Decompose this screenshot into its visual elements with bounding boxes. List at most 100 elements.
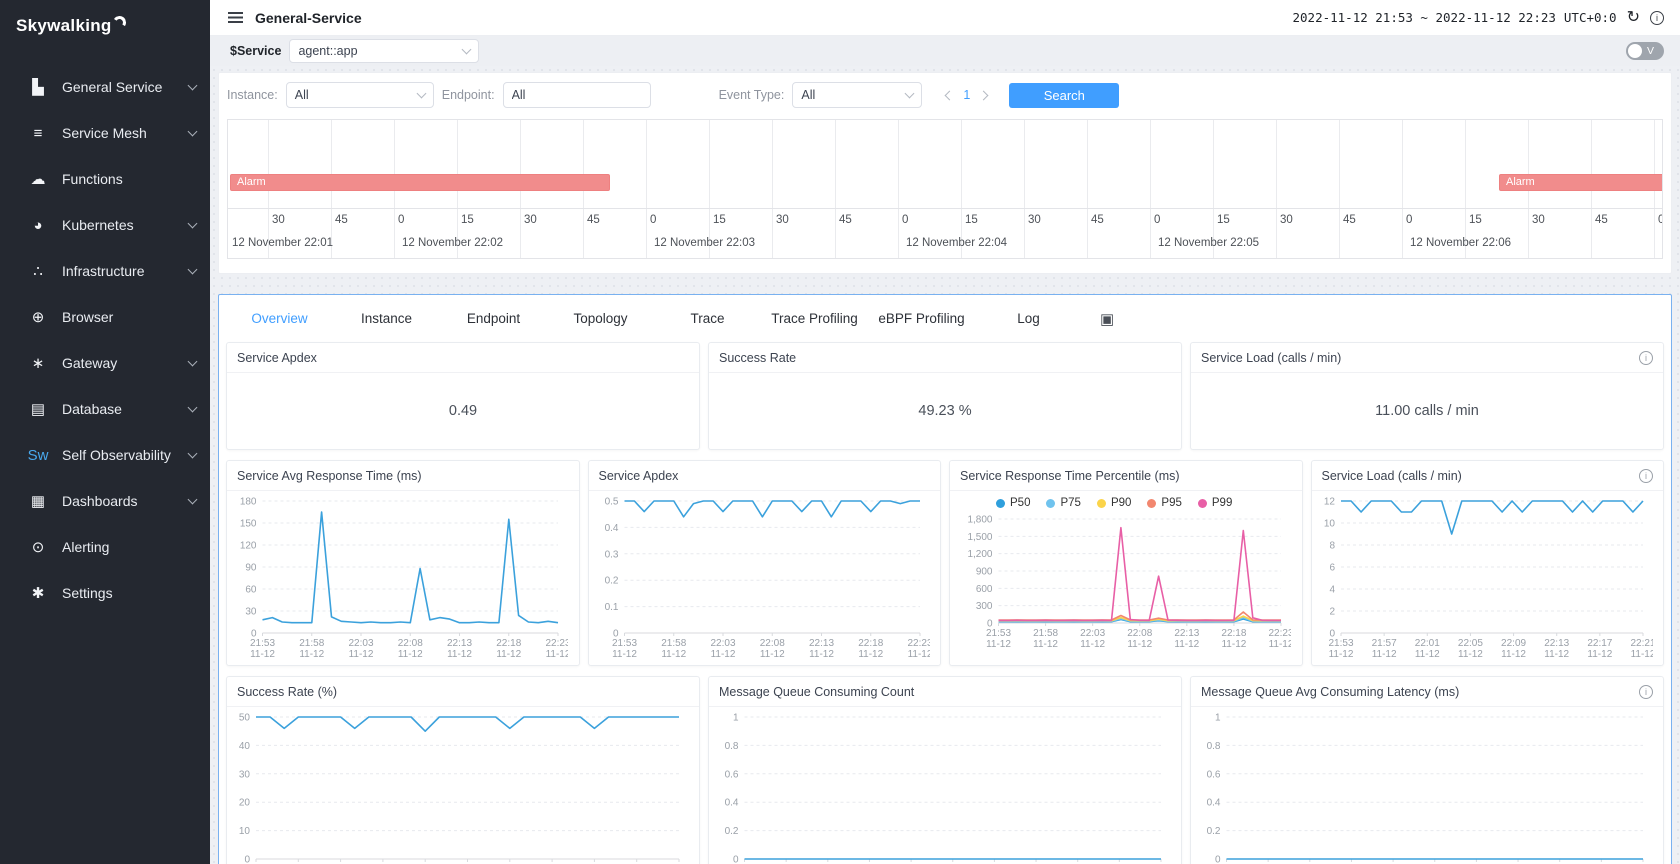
collapse-menu-icon[interactable] xyxy=(228,12,243,23)
svg-text:21:58: 21:58 xyxy=(299,638,324,649)
sidebar-item[interactable]: ⊙ Alerting xyxy=(0,524,210,570)
svg-text:180: 180 xyxy=(240,497,257,508)
service-select[interactable]: agent::app xyxy=(289,39,480,63)
legend-item[interactable]: P99 xyxy=(1197,497,1233,509)
sidebar-item[interactable]: Sw Self Observability xyxy=(0,432,210,478)
info-icon[interactable]: i xyxy=(1639,469,1653,483)
tab-topology[interactable]: Topology xyxy=(573,311,628,326)
filter-row: Instance: All Endpoint: Event Type: All … xyxy=(227,79,1663,111)
time-range[interactable]: 2022-11-12 21:53 ~ 2022-11-12 22:23 xyxy=(1292,10,1556,25)
svg-text:22:23: 22:23 xyxy=(1268,628,1291,639)
legend-label: P95 xyxy=(1161,497,1182,509)
service-label: $Service xyxy=(230,44,282,58)
svg-text:11-12: 11-12 xyxy=(398,649,423,660)
sidebar-item[interactable]: ∴ Infrastructure xyxy=(0,248,210,294)
sidebar-item-label: Dashboards xyxy=(62,493,138,509)
mq-avg-latency-chart[interactable]: 00.20.40.60.8121:5311-1221:5611-1221:591… xyxy=(1195,711,1653,864)
tab-overview[interactable]: Overview xyxy=(251,311,308,326)
event-timeline[interactable]: Alarm Alarm 30 45 0 15 30 45 0 15 30 45 0 15 30 45 0 15… xyxy=(227,119,1663,259)
timeline-minor-tick: 15 xyxy=(713,214,726,226)
svg-text:0.3: 0.3 xyxy=(604,549,618,560)
svg-text:22:09: 22:09 xyxy=(1501,638,1526,649)
next-page-icon[interactable] xyxy=(978,90,989,100)
svg-text:21:53: 21:53 xyxy=(250,638,275,649)
grid-icon: ▦ xyxy=(30,493,46,510)
service-load-chart[interactable]: 02468101221:5311-1221:5711-1222:0111-122… xyxy=(1316,495,1655,663)
info-icon[interactable]: i xyxy=(1650,10,1664,25)
layers-icon: ≡ xyxy=(33,124,43,142)
sidebar-item-label: Gateway xyxy=(62,355,118,371)
tab-instance[interactable]: Instance xyxy=(360,311,413,326)
tab-endpoint[interactable]: Endpoint xyxy=(466,311,521,326)
svg-text:600: 600 xyxy=(976,584,993,595)
service-apdex-chart[interactable]: 00.10.20.30.40.521:5311-1221:5811-1222:0… xyxy=(593,495,932,663)
charts-row-1: Service Avg Response Time (ms) 0 30 60 90 12… xyxy=(226,460,1664,666)
tab-trace-profiling[interactable]: Trace Profiling xyxy=(771,311,858,326)
sidebar-item[interactable]: ✱ Settings xyxy=(0,570,210,616)
timeline-minor-tick: 30 xyxy=(272,214,285,226)
nodes-icon: ∴ xyxy=(33,263,43,280)
svg-text:11-12: 11-12 xyxy=(1174,639,1199,650)
chart-card-response-time-percentile: Service Response Time Percentile (ms) P5… xyxy=(949,460,1303,666)
svg-text:21:58: 21:58 xyxy=(1033,628,1058,639)
tab-log[interactable]: Log xyxy=(1017,311,1040,326)
tab-trace[interactable]: Trace xyxy=(690,311,725,326)
svg-text:1: 1 xyxy=(733,713,739,724)
response-time-percentile-chart[interactable]: 03006009001,2001,5001,80021:5311-1221:58… xyxy=(954,513,1293,653)
sidebar-item[interactable]: ☁ Functions xyxy=(0,156,210,202)
sidebar-item[interactable]: ◕ Kubernetes xyxy=(0,202,210,248)
legend-item[interactable]: P50 xyxy=(996,497,1030,509)
pagination: 1 xyxy=(944,88,989,102)
alarm-event-bar[interactable]: Alarm xyxy=(1499,174,1662,191)
legend-item[interactable]: P75 xyxy=(1046,497,1081,509)
svg-text:11-12: 11-12 xyxy=(447,649,472,660)
search-button[interactable]: Search xyxy=(1009,82,1120,108)
view-toggle[interactable]: V xyxy=(1626,42,1664,60)
svg-text:1: 1 xyxy=(1215,713,1221,724)
legend-dot-icon xyxy=(1197,498,1207,508)
prev-page-icon[interactable] xyxy=(944,90,955,100)
mq-consuming-count-chart[interactable]: 00.20.40.60.8121:5311-1221:5611-1221:591… xyxy=(713,711,1171,864)
legend-item[interactable]: P90 xyxy=(1096,497,1131,509)
timeline-plot: Alarm Alarm xyxy=(228,120,1662,208)
svg-text:22:08: 22:08 xyxy=(1127,628,1152,639)
sidebar-item[interactable]: ▤ Database xyxy=(0,386,210,432)
timeline-minor-tick: 0 xyxy=(1154,214,1161,226)
sidebar-item[interactable]: ▙ General Service xyxy=(0,64,210,110)
avg-response-time-chart[interactable]: 030609012015018021:5311-1221:5811-1222:0… xyxy=(231,495,571,663)
tab-ebpf-profiling[interactable]: eBPF Profiling xyxy=(878,311,965,326)
sidebar-item[interactable]: ▦ Dashboards xyxy=(0,478,210,524)
sidebar-item[interactable]: ∗ Gateway xyxy=(0,340,210,386)
legend-item[interactable]: P95 xyxy=(1147,497,1182,509)
timeline-minor-tick: 45 xyxy=(335,214,348,226)
svg-text:11-12: 11-12 xyxy=(907,649,929,660)
instance-select[interactable]: All xyxy=(285,82,434,108)
endpoint-input[interactable] xyxy=(502,82,651,108)
svg-text:0: 0 xyxy=(251,629,257,640)
svg-text:20: 20 xyxy=(239,798,251,809)
card-title: Message Queue Consuming Count xyxy=(719,685,915,699)
event-type-select[interactable]: All xyxy=(792,82,923,108)
svg-text:30: 30 xyxy=(239,769,251,780)
sidebar-item[interactable]: ≡ Service Mesh xyxy=(0,110,210,156)
svg-text:11-12: 11-12 xyxy=(1328,649,1353,660)
legend-label: P99 xyxy=(1211,497,1233,509)
success-rate-chart[interactable]: 0102030405021:5311-1221:5611-1221:5911-1… xyxy=(231,711,689,864)
cloud-icon: ☁ xyxy=(30,171,46,188)
export-view-icon[interactable]: ▣ xyxy=(1100,311,1115,328)
chart-card-mq-consuming-count: Message Queue Consuming Count 0 0.2 0.4 0.6… xyxy=(708,676,1182,864)
alarm-event-bar[interactable]: Alarm xyxy=(230,174,610,191)
svg-text:1,200: 1,200 xyxy=(967,549,992,560)
refresh-icon[interactable]: ↻ xyxy=(1626,8,1640,26)
card-title: Success Rate (%) xyxy=(237,685,338,699)
info-icon[interactable]: i xyxy=(1639,685,1653,699)
svg-text:0.4: 0.4 xyxy=(1207,798,1221,809)
sidebar-item-label: Settings xyxy=(62,585,113,601)
chevron-down-icon xyxy=(187,126,198,137)
sidebar-item[interactable]: ⊕ Browser xyxy=(0,294,210,340)
info-icon[interactable]: i xyxy=(1639,351,1653,365)
legend-dot-icon xyxy=(996,498,1005,508)
legend-dot-icon xyxy=(1147,498,1157,508)
endpoint-label: Endpoint: xyxy=(441,88,495,102)
svg-text:900: 900 xyxy=(976,567,993,578)
